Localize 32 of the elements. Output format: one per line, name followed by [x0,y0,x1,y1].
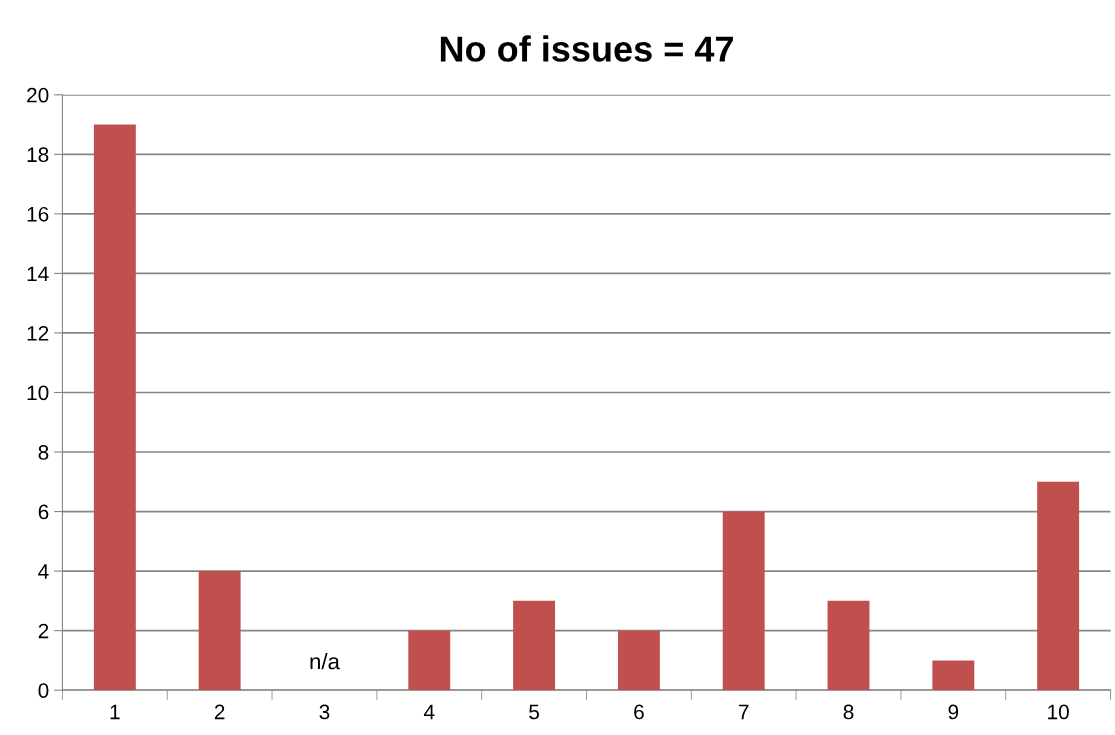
y-tick-label: 20 [27,87,49,103]
x-tick-label: 2 [214,704,225,720]
y-tick-label: 14 [27,266,49,281]
bar [198,571,241,691]
x-tick-label: 9 [948,704,959,720]
y-tick-label: 4 [38,564,49,579]
y-tick-label: 6 [38,504,49,520]
annotation: n/a [310,653,340,670]
x-tick-label: 3 [319,704,330,720]
y-tick-label: 0 [38,683,49,698]
y-tick-label: 2 [38,623,49,639]
bar [1037,481,1080,691]
x-tick-label: 1 [110,704,120,720]
chart-title: No of issues = 47 [440,35,733,62]
x-tick-label: 10 [1048,704,1069,720]
bar [617,630,660,691]
x-tick-label: 4 [423,704,435,720]
x-tick-label: 8 [843,704,854,720]
bar [932,660,975,691]
y-tick-label: 18 [27,147,49,163]
bar [93,124,136,691]
y-tick-label: 12 [27,325,49,341]
bar [513,600,556,691]
bar [722,511,765,691]
bar [408,630,451,691]
y-tick-label: 16 [27,206,49,222]
x-tick-label: 7 [738,704,749,720]
bar [827,600,870,691]
y-tick-label: 10 [27,385,49,401]
x-tick-label: 5 [529,704,540,720]
y-tick-label: 8 [38,445,49,460]
x-tick-label: 6 [634,704,644,720]
